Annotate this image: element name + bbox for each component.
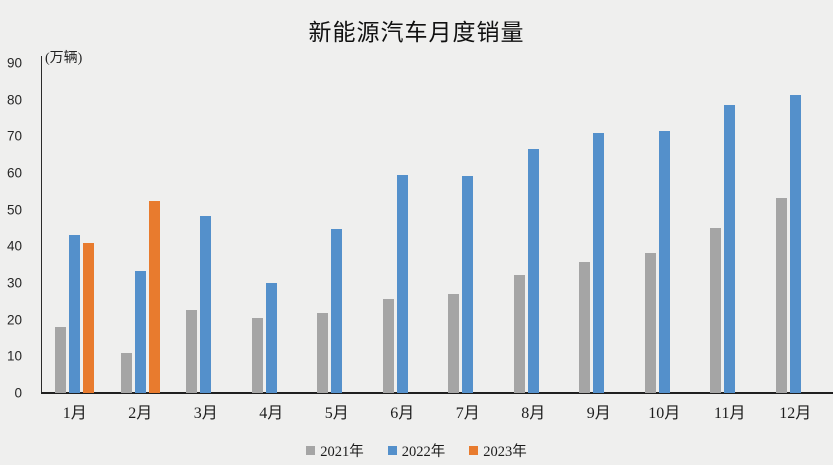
bar (724, 104, 736, 393)
x-axis-label: 11月 (714, 405, 746, 422)
bar-group (435, 63, 501, 393)
y-axis-tick-label: 60 (6, 165, 22, 181)
bar-group (42, 63, 108, 393)
x-axis-label: 8月 (521, 405, 546, 422)
bar (331, 229, 343, 393)
legend: 2021年 2022年 2023年 (0, 440, 833, 461)
chart-title: 新能源汽车月度销量 (308, 20, 525, 45)
x-axis-label: 6月 (390, 405, 415, 422)
legend-label: 2023年 (483, 444, 527, 460)
x-axis-label: 10月 (648, 405, 681, 422)
legend-swatch (469, 446, 479, 455)
bar-group (697, 63, 763, 393)
x-axis-labels: 1月 2月 3月 4月 5月 6月 7月 8月 9月 10月 11月 12月 (42, 399, 828, 423)
legend-item: 2022年 (387, 440, 446, 461)
bar-group (566, 63, 632, 393)
x-axis-label: 2月 (128, 405, 153, 422)
x-axis-label: 5月 (324, 405, 349, 422)
y-axis-tick-label: 40 (6, 238, 22, 254)
x-axis-label: 9月 (586, 405, 611, 422)
bar (775, 198, 787, 393)
y-axis-unit-label: (万辆) (45, 51, 83, 66)
bar (134, 270, 146, 393)
bar-group (370, 63, 436, 393)
bar (69, 235, 81, 393)
bar-group (632, 63, 698, 393)
legend-swatch (387, 446, 397, 455)
bar (789, 94, 801, 393)
bar (251, 317, 263, 393)
y-axis-tick-label: 20 (6, 312, 22, 328)
bar (396, 174, 408, 393)
bar-group (501, 63, 567, 393)
x-axis-label: 1月 (62, 405, 87, 422)
bar-group (304, 63, 370, 393)
y-axis-tick-label: 90 (6, 55, 22, 71)
bar (448, 293, 460, 393)
y-axis-tick-label: 70 (6, 128, 22, 144)
bar (527, 148, 539, 393)
bar (317, 313, 329, 393)
bar (579, 262, 591, 393)
plot-area (42, 63, 828, 393)
x-axis-label: 12月 (779, 405, 812, 422)
y-axis-tick-label: 0 (14, 385, 22, 401)
y-axis-line (41, 56, 42, 393)
bar (644, 252, 656, 393)
legend-item: 2023年 (469, 440, 527, 461)
legend-label: 2021年 (320, 444, 364, 460)
bar (593, 133, 605, 393)
bar (186, 310, 198, 393)
bar (148, 200, 160, 393)
bar-group (108, 63, 174, 393)
legend-item: 2021年 (306, 440, 364, 461)
legend-swatch (306, 446, 316, 455)
x-axis-line (41, 392, 833, 394)
y-axis-tick-label: 50 (6, 202, 22, 218)
bar (265, 283, 277, 393)
y-axis-tick-label: 10 (6, 348, 22, 364)
bar (710, 228, 722, 393)
bar (462, 175, 474, 393)
bar-group (239, 63, 305, 393)
bar (513, 275, 525, 393)
y-axis-tick-label: 80 (6, 92, 22, 108)
bar (83, 243, 95, 393)
bar (55, 327, 67, 393)
bar (120, 352, 132, 393)
bar (382, 299, 394, 393)
bar (200, 215, 212, 393)
legend-label: 2022年 (401, 444, 446, 460)
x-axis-label: 7月 (455, 405, 480, 422)
y-axis-tick-label: 30 (6, 275, 22, 291)
x-axis-label: 4月 (259, 405, 284, 422)
bar-group (173, 63, 239, 393)
bar-group (763, 63, 829, 393)
bar (658, 131, 670, 393)
x-axis-label: 3月 (193, 405, 218, 422)
